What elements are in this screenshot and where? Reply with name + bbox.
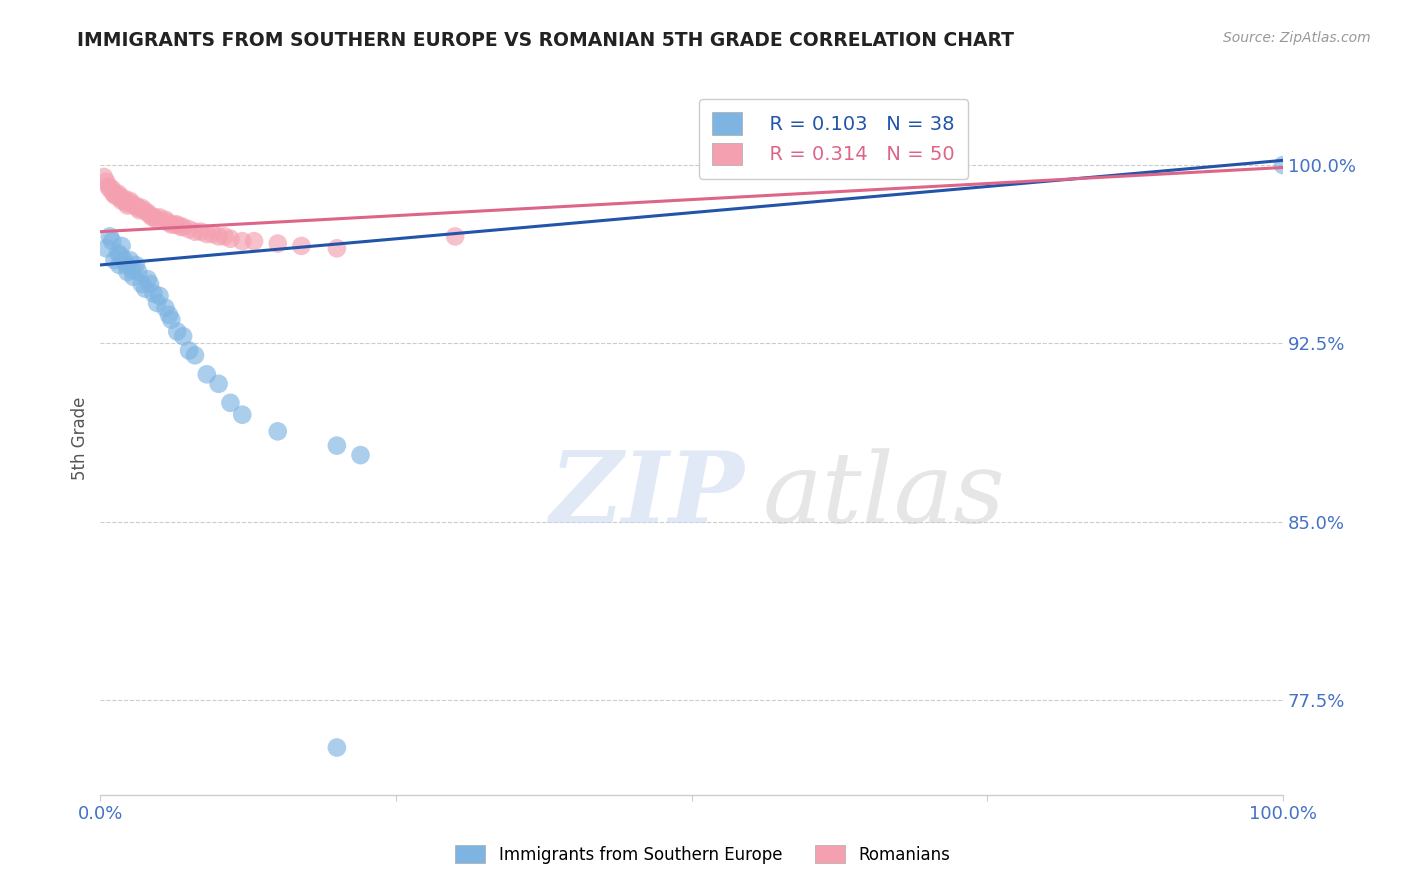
Point bbox=[107, 186, 129, 201]
Point bbox=[184, 225, 207, 239]
Point bbox=[131, 201, 153, 215]
Point bbox=[127, 201, 149, 215]
Point bbox=[136, 272, 159, 286]
Point bbox=[118, 194, 141, 208]
Point bbox=[1272, 158, 1295, 172]
Point bbox=[110, 248, 132, 262]
Point bbox=[172, 329, 194, 343]
Point bbox=[108, 258, 131, 272]
Point bbox=[231, 408, 253, 422]
Point bbox=[207, 376, 229, 391]
Point bbox=[146, 212, 169, 227]
Point bbox=[103, 186, 125, 201]
Point bbox=[290, 239, 312, 253]
Point bbox=[108, 189, 131, 203]
Point bbox=[148, 211, 170, 225]
Text: ZIP: ZIP bbox=[550, 447, 745, 544]
Point bbox=[98, 229, 121, 244]
Point bbox=[201, 227, 224, 241]
Point bbox=[103, 253, 125, 268]
Point bbox=[128, 203, 150, 218]
Point bbox=[134, 282, 156, 296]
Point bbox=[267, 236, 290, 251]
Point bbox=[160, 312, 183, 326]
Legend: Immigrants from Southern Europe, Romanians: Immigrants from Southern Europe, Romania… bbox=[449, 838, 957, 871]
Text: Source: ZipAtlas.com: Source: ZipAtlas.com bbox=[1223, 31, 1371, 45]
Point bbox=[177, 343, 200, 358]
Point bbox=[143, 211, 166, 225]
Point bbox=[231, 234, 253, 248]
Point bbox=[148, 289, 170, 303]
Point bbox=[195, 227, 218, 241]
Point bbox=[112, 253, 135, 268]
Point bbox=[115, 196, 138, 211]
Point bbox=[96, 241, 118, 255]
Point bbox=[107, 246, 129, 260]
Point bbox=[132, 203, 155, 218]
Point bbox=[141, 211, 163, 225]
Point bbox=[93, 169, 115, 184]
Y-axis label: 5th Grade: 5th Grade bbox=[72, 397, 89, 480]
Point bbox=[177, 222, 200, 236]
Point bbox=[114, 194, 136, 208]
Point bbox=[142, 286, 165, 301]
Point bbox=[267, 425, 290, 439]
Point bbox=[184, 348, 207, 362]
Point bbox=[122, 269, 145, 284]
Point bbox=[172, 219, 194, 234]
Point bbox=[111, 239, 134, 253]
Point bbox=[101, 182, 124, 196]
Point bbox=[122, 198, 145, 212]
Point bbox=[101, 234, 124, 248]
Point bbox=[136, 205, 159, 219]
Point bbox=[98, 182, 121, 196]
Point bbox=[326, 241, 349, 255]
Point bbox=[349, 448, 371, 462]
Point bbox=[112, 191, 135, 205]
Point bbox=[96, 175, 118, 189]
Point bbox=[125, 198, 148, 212]
Point bbox=[170, 219, 193, 234]
Point bbox=[190, 225, 212, 239]
Point bbox=[214, 229, 236, 244]
Text: atlas: atlas bbox=[762, 448, 1005, 543]
Point bbox=[195, 368, 218, 382]
Point bbox=[139, 208, 162, 222]
Legend:   R = 0.103   N = 38,   R = 0.314   N = 50: R = 0.103 N = 38, R = 0.314 N = 50 bbox=[699, 99, 969, 178]
Point bbox=[110, 191, 132, 205]
Point bbox=[104, 189, 127, 203]
Point bbox=[111, 194, 134, 208]
Point bbox=[155, 301, 177, 315]
Point bbox=[117, 265, 139, 279]
Point bbox=[117, 198, 139, 212]
Point bbox=[166, 218, 188, 232]
Point bbox=[118, 253, 141, 268]
Point bbox=[166, 325, 188, 339]
Point bbox=[146, 296, 169, 310]
Point bbox=[160, 218, 183, 232]
Point bbox=[157, 308, 180, 322]
Point bbox=[115, 258, 138, 272]
Point bbox=[120, 196, 142, 211]
Point bbox=[243, 234, 266, 248]
Point bbox=[139, 277, 162, 291]
Point bbox=[326, 439, 349, 453]
Point bbox=[444, 229, 467, 244]
Point bbox=[156, 215, 179, 229]
Point bbox=[326, 740, 349, 755]
Text: IMMIGRANTS FROM SOUTHERN EUROPE VS ROMANIAN 5TH GRADE CORRELATION CHART: IMMIGRANTS FROM SOUTHERN EUROPE VS ROMAN… bbox=[77, 31, 1014, 50]
Point bbox=[163, 218, 186, 232]
Point bbox=[131, 277, 153, 291]
Point bbox=[219, 232, 242, 246]
Point bbox=[207, 229, 229, 244]
Point bbox=[125, 258, 148, 272]
Point bbox=[219, 396, 242, 410]
Point bbox=[155, 212, 177, 227]
Point bbox=[121, 262, 143, 277]
Point bbox=[103, 186, 125, 201]
Point bbox=[127, 265, 149, 279]
Point bbox=[97, 179, 120, 194]
